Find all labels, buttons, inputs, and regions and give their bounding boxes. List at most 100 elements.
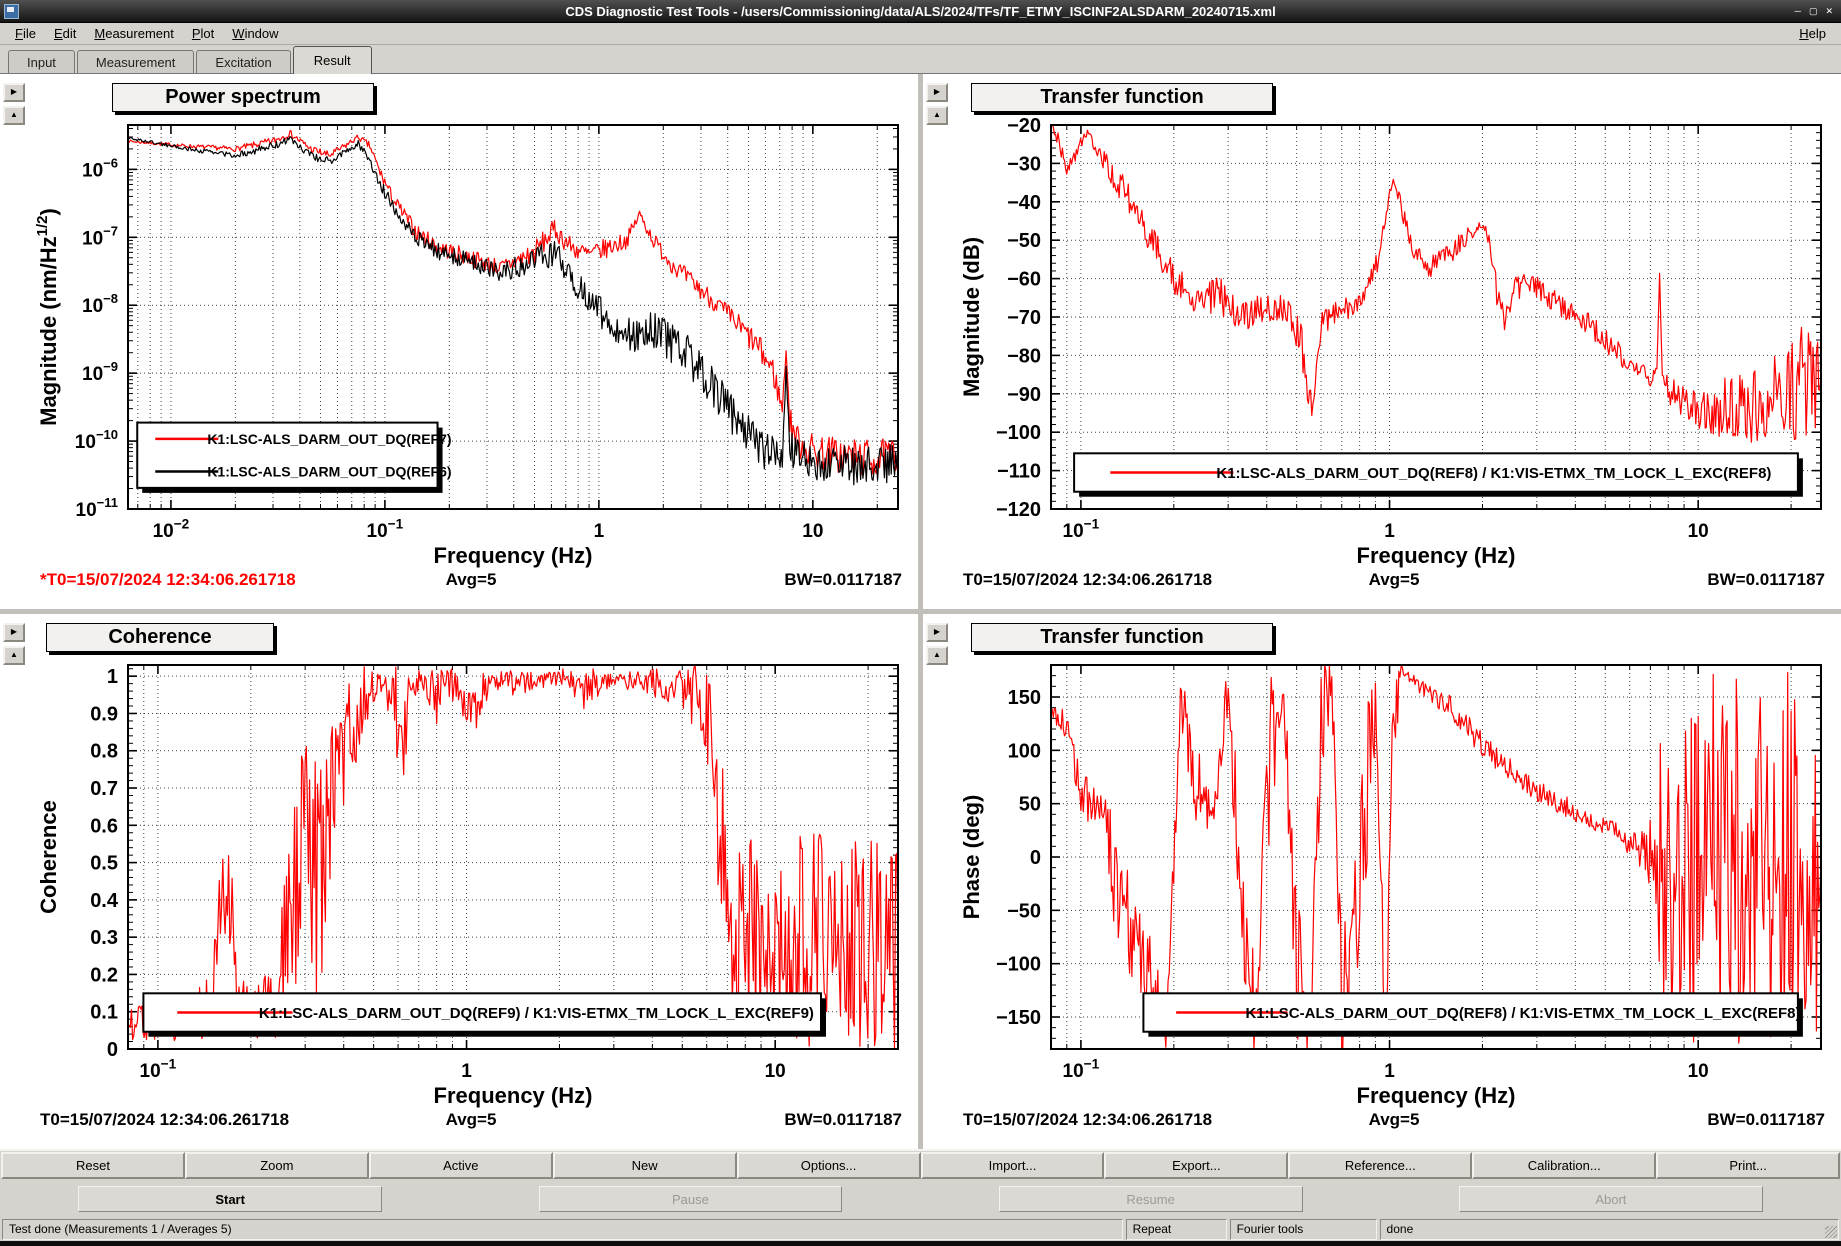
pause-button: Pause bbox=[538, 1186, 843, 1212]
zoom-button[interactable]: Zoom bbox=[184, 1152, 369, 1179]
t0-label: T0=15/07/2024 12:34:06.261718 bbox=[40, 1110, 290, 1129]
svg-text:10−1: 10−1 bbox=[367, 516, 404, 542]
svg-text:Magnitude (nm/Hz1/2): Magnitude (nm/Hz1/2) bbox=[34, 208, 61, 426]
svg-text:−30: −30 bbox=[1007, 153, 1041, 175]
svg-text:Frequency (Hz): Frequency (Hz) bbox=[1357, 1083, 1516, 1108]
transfer-function-magnitude-plot-canvas[interactable]: −120 −110 −100 −90 −80 −70 −60 −50 −40 −30 −20 10−1… bbox=[955, 117, 1833, 569]
status-state-text: done bbox=[1386, 1222, 1414, 1236]
plot-footer: *T0=15/07/2024 12:34:06.261718 Avg=5 BW=… bbox=[40, 570, 902, 590]
svg-text:−50: −50 bbox=[1007, 900, 1041, 922]
pan-up-icon[interactable]: ▲ bbox=[3, 646, 25, 665]
resize-grip[interactable] bbox=[1825, 1226, 1837, 1238]
series-1 bbox=[129, 136, 897, 486]
series-0 bbox=[129, 666, 897, 1048]
pan-right-icon[interactable]: ▶ bbox=[3, 623, 25, 642]
menu-item-measurement[interactable]: Measurement bbox=[94, 26, 174, 41]
menu-item-window[interactable]: Window bbox=[232, 26, 279, 41]
resume-button: Resume bbox=[998, 1186, 1303, 1212]
svg-text:−80: −80 bbox=[1007, 345, 1041, 367]
svg-text:50: 50 bbox=[1019, 794, 1041, 816]
svg-text:10−2: 10−2 bbox=[153, 516, 190, 542]
svg-text:10−10: 10−10 bbox=[75, 427, 118, 453]
pan-right-icon[interactable]: ▶ bbox=[926, 623, 948, 642]
svg-text:−100: −100 bbox=[996, 954, 1041, 976]
pan-up-icon[interactable]: ▲ bbox=[926, 646, 948, 665]
svg-text:−150: −150 bbox=[996, 1007, 1041, 1029]
reset-button[interactable]: Reset bbox=[1, 1152, 185, 1179]
plot-footer: T0=15/07/2024 12:34:06.261718 Avg=5 BW=0… bbox=[963, 570, 1825, 590]
t0-label: *T0=15/07/2024 12:34:06.261718 bbox=[40, 570, 296, 589]
svg-text:Frequency (Hz): Frequency (Hz) bbox=[1357, 543, 1516, 568]
svg-text:1: 1 bbox=[1384, 521, 1395, 542]
window-title: CDS Diagnostic Test Tools - /users/Commi… bbox=[565, 3, 1276, 19]
svg-text:1: 1 bbox=[461, 1061, 472, 1082]
svg-text:1: 1 bbox=[594, 521, 605, 542]
avg-label: Avg=5 bbox=[1368, 1110, 1420, 1129]
svg-text:0.8: 0.8 bbox=[90, 741, 118, 763]
transport-button-row: Start Pause Resume Abort bbox=[0, 1180, 1841, 1218]
quadrant-coherence: ▶ ▲ Coherence 0 0.1 0.2 0.3 0.4 0.5 0.6 0.7 0.8 0.… bbox=[0, 614, 918, 1149]
close-button[interactable]: ✕ bbox=[1825, 5, 1833, 16]
svg-text:Frequency (Hz): Frequency (Hz) bbox=[434, 1083, 593, 1108]
svg-text:Coherence: Coherence bbox=[36, 800, 61, 914]
active-button[interactable]: Active bbox=[368, 1152, 553, 1179]
menu-item-edit[interactable]: Edit bbox=[53, 26, 77, 41]
plot-title-transfer-function: Transfer function bbox=[971, 83, 1273, 112]
svg-text:Frequency (Hz): Frequency (Hz) bbox=[434, 543, 593, 568]
pan-up-icon[interactable]: ▲ bbox=[926, 106, 948, 125]
menu-item-file[interactable]: File bbox=[15, 26, 36, 41]
pad-controls: ▶ ▲ bbox=[3, 83, 27, 125]
pan-right-icon[interactable]: ▶ bbox=[3, 83, 25, 102]
bw-label: BW=0.0117187 bbox=[784, 1110, 902, 1129]
abort-button: Abort bbox=[1459, 1186, 1763, 1212]
svg-text:0: 0 bbox=[1030, 847, 1041, 869]
reference-button[interactable]: Reference... bbox=[1288, 1152, 1473, 1179]
bw-label: BW=0.0117187 bbox=[784, 570, 902, 589]
plot-title-power-spectrum: Power spectrum bbox=[112, 83, 374, 112]
coherence-plot-canvas[interactable]: 0 0.1 0.2 0.3 0.4 0.5 0.6 0.7 0.8 0.9 1 10−1 1 10 Freq… bbox=[32, 657, 910, 1109]
menu-item-help[interactable]: Help bbox=[1799, 26, 1826, 41]
svg-text:10−9: 10−9 bbox=[82, 359, 118, 385]
tab-excitation[interactable]: Excitation bbox=[196, 50, 291, 73]
maximize-button[interactable]: ▢ bbox=[1808, 5, 1818, 16]
svg-text:−40: −40 bbox=[1007, 192, 1041, 214]
pad-controls: ▶ ▲ bbox=[926, 83, 950, 125]
transfer-function-phase-plot-canvas[interactable]: −150 −100 −50 0 50 100 150 10−1 1 10 Frequency (Hz… bbox=[955, 657, 1833, 1109]
svg-text:K1:LSC-ALS_DARM_OUT_DQ(REF8) /: K1:LSC-ALS_DARM_OUT_DQ(REF8) / K1:VIS-ET… bbox=[1245, 1005, 1800, 1022]
options-button[interactable]: Options... bbox=[736, 1152, 921, 1179]
export-button[interactable]: Export... bbox=[1104, 1152, 1289, 1179]
status-state: done bbox=[1379, 1219, 1839, 1240]
svg-text:10−7: 10−7 bbox=[82, 223, 118, 249]
svg-text:0.5: 0.5 bbox=[90, 853, 118, 875]
series-0 bbox=[129, 130, 897, 476]
calibration-button[interactable]: Calibration... bbox=[1472, 1152, 1657, 1179]
status-repeat: Repeat bbox=[1125, 1219, 1227, 1240]
menu-bar: File Edit Measurement Plot Window Help bbox=[0, 23, 1841, 45]
plot-title-coherence: Coherence bbox=[46, 623, 274, 652]
print-button[interactable]: Print... bbox=[1656, 1152, 1841, 1179]
start-button[interactable]: Start bbox=[78, 1186, 382, 1212]
bw-label: BW=0.0117187 bbox=[1707, 1110, 1825, 1129]
svg-text:−120: −120 bbox=[996, 499, 1041, 521]
window-icon bbox=[4, 3, 19, 19]
svg-text:Magnitude (dB): Magnitude (dB) bbox=[959, 237, 984, 397]
pad-controls: ▶ ▲ bbox=[926, 623, 950, 665]
plot-footer: T0=15/07/2024 12:34:06.261718 Avg=5 BW=0… bbox=[40, 1110, 902, 1130]
pan-up-icon[interactable]: ▲ bbox=[3, 106, 25, 125]
svg-text:0.9: 0.9 bbox=[90, 703, 118, 725]
svg-text:1: 1 bbox=[107, 666, 118, 688]
import-button[interactable]: Import... bbox=[920, 1152, 1105, 1179]
new-button[interactable]: New bbox=[552, 1152, 737, 1179]
minimize-button[interactable]: ─ bbox=[1794, 5, 1801, 16]
tab-result[interactable]: Result bbox=[292, 46, 372, 74]
tab-input[interactable]: Input bbox=[8, 50, 75, 73]
svg-text:10−1: 10−1 bbox=[1063, 516, 1100, 542]
tab-measurement[interactable]: Measurement bbox=[76, 50, 195, 73]
plot-title-transfer-function-phase: Transfer function bbox=[971, 623, 1273, 652]
pan-right-icon[interactable]: ▶ bbox=[926, 83, 948, 102]
menu-item-plot[interactable]: Plot bbox=[191, 26, 215, 41]
svg-text:−60: −60 bbox=[1007, 269, 1041, 291]
svg-text:−110: −110 bbox=[997, 461, 1041, 483]
bw-label: BW=0.0117187 bbox=[1707, 570, 1825, 589]
